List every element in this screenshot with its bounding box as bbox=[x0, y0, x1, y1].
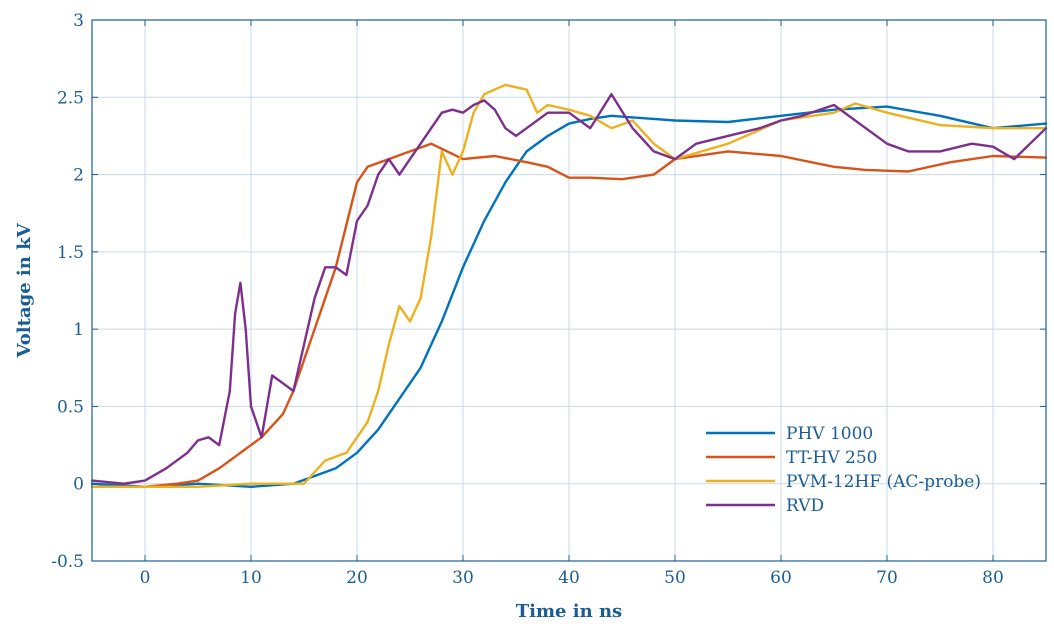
y-tick-label: 0.5 bbox=[57, 397, 84, 417]
y-tick-label: 2.5 bbox=[57, 88, 84, 108]
y-tick-label: 2 bbox=[73, 166, 84, 186]
x-tick-label: 40 bbox=[558, 568, 580, 588]
y-tick-label: 1 bbox=[73, 320, 84, 340]
y-tick-label: 3 bbox=[73, 11, 84, 31]
x-axis-title: Time in ns bbox=[516, 601, 622, 622]
x-tick-label: 0 bbox=[140, 568, 151, 588]
x-tick-label: 80 bbox=[982, 568, 1004, 588]
y-tick-label: 1.5 bbox=[57, 243, 84, 263]
tick-group: 0 10 20 30 40 50 60 70 80 -0.5 0 0.5 1 1.5 2 2.5 3 bbox=[51, 11, 1046, 588]
y-tick-label: 0 bbox=[73, 475, 84, 495]
y-tick-label: -0.5 bbox=[51, 552, 84, 572]
series-line-tt-hv-250 bbox=[90, 142, 1048, 488]
series-group bbox=[90, 83, 1048, 488]
legend: PHV 1000 TT-HV 250 PVM-12HF (AC-probe) RVD bbox=[706, 424, 981, 516]
legend-label-tt-hv-250: TT-HV 250 bbox=[786, 448, 878, 468]
x-tick-label: 20 bbox=[346, 568, 368, 588]
x-tick-label: 30 bbox=[452, 568, 474, 588]
x-tick-label: 10 bbox=[240, 568, 262, 588]
legend-label-rvd: RVD bbox=[786, 496, 824, 516]
y-axis-title: Voltage in kV bbox=[14, 222, 35, 358]
series-line-rvd bbox=[90, 92, 1048, 485]
x-tick-label: 70 bbox=[876, 568, 898, 588]
legend-label-pvm-12hf-ac-probe: PVM-12HF (AC-probe) bbox=[786, 472, 981, 492]
x-tick-label: 50 bbox=[664, 568, 686, 588]
legend-label-phv-1000: PHV 1000 bbox=[786, 424, 873, 444]
x-tick-label: 60 bbox=[770, 568, 792, 588]
